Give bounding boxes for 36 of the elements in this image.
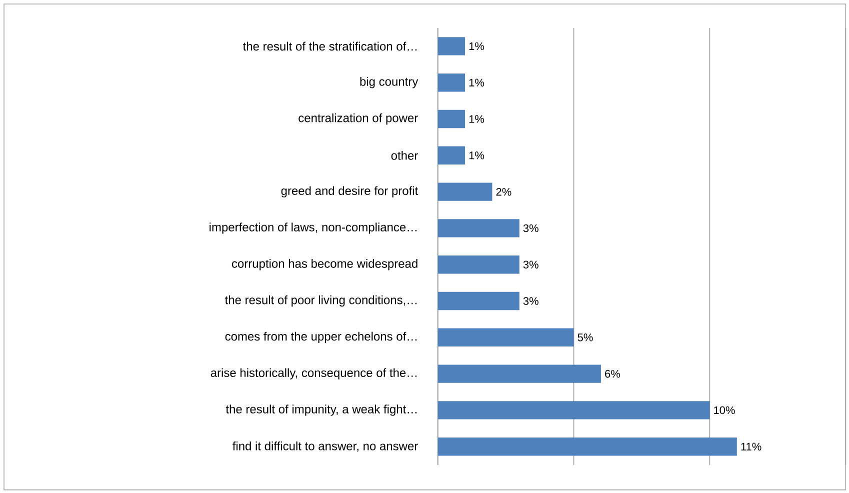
bar bbox=[438, 37, 466, 56]
data-label: 3% bbox=[523, 260, 538, 269]
data-label: 6% bbox=[605, 370, 620, 378]
data-label: 11% bbox=[741, 442, 762, 451]
data-label: 10% bbox=[714, 406, 735, 414]
data-label: 1% bbox=[469, 42, 484, 50]
data-label: 1% bbox=[469, 152, 484, 160]
y-tick-label: the result of impunity, a weak fight… bbox=[226, 404, 417, 416]
y-tick-label: comes from the upper echelons of… bbox=[225, 332, 417, 344]
bar bbox=[438, 146, 466, 165]
y-tick-label: arise historically, consequence of the… bbox=[210, 368, 417, 380]
bar bbox=[438, 74, 466, 92]
y-tick-label: centralization of power bbox=[298, 114, 418, 125]
data-label: 1% bbox=[469, 78, 484, 87]
data-label: 2% bbox=[496, 188, 512, 196]
y-tick-label: other bbox=[391, 151, 418, 160]
bar bbox=[438, 182, 492, 201]
y-tick-label: the result of poor living conditions,… bbox=[225, 296, 417, 307]
bar bbox=[438, 364, 601, 383]
bar bbox=[438, 438, 737, 456]
bar bbox=[438, 401, 710, 420]
bar bbox=[438, 328, 574, 347]
y-tick-label: big country bbox=[360, 77, 418, 88]
data-label: 3% bbox=[523, 224, 538, 232]
data-label: 5% bbox=[578, 334, 593, 342]
y-tick-label: the result of the stratification of… bbox=[243, 42, 417, 51]
data-label: 1% bbox=[469, 115, 484, 123]
y-tick-label: find it difficult to answer, no answer bbox=[232, 442, 418, 452]
y-tick-label: corruption has become widespread bbox=[232, 259, 418, 270]
y-tick-label: greed and desire for profit bbox=[281, 186, 418, 198]
bar bbox=[438, 256, 520, 274]
bar bbox=[438, 110, 466, 128]
bar bbox=[438, 292, 520, 310]
y-tick-label: imperfection of laws, non-compliance… bbox=[210, 222, 416, 234]
data-label: 3% bbox=[523, 297, 538, 305]
bar bbox=[438, 219, 520, 238]
